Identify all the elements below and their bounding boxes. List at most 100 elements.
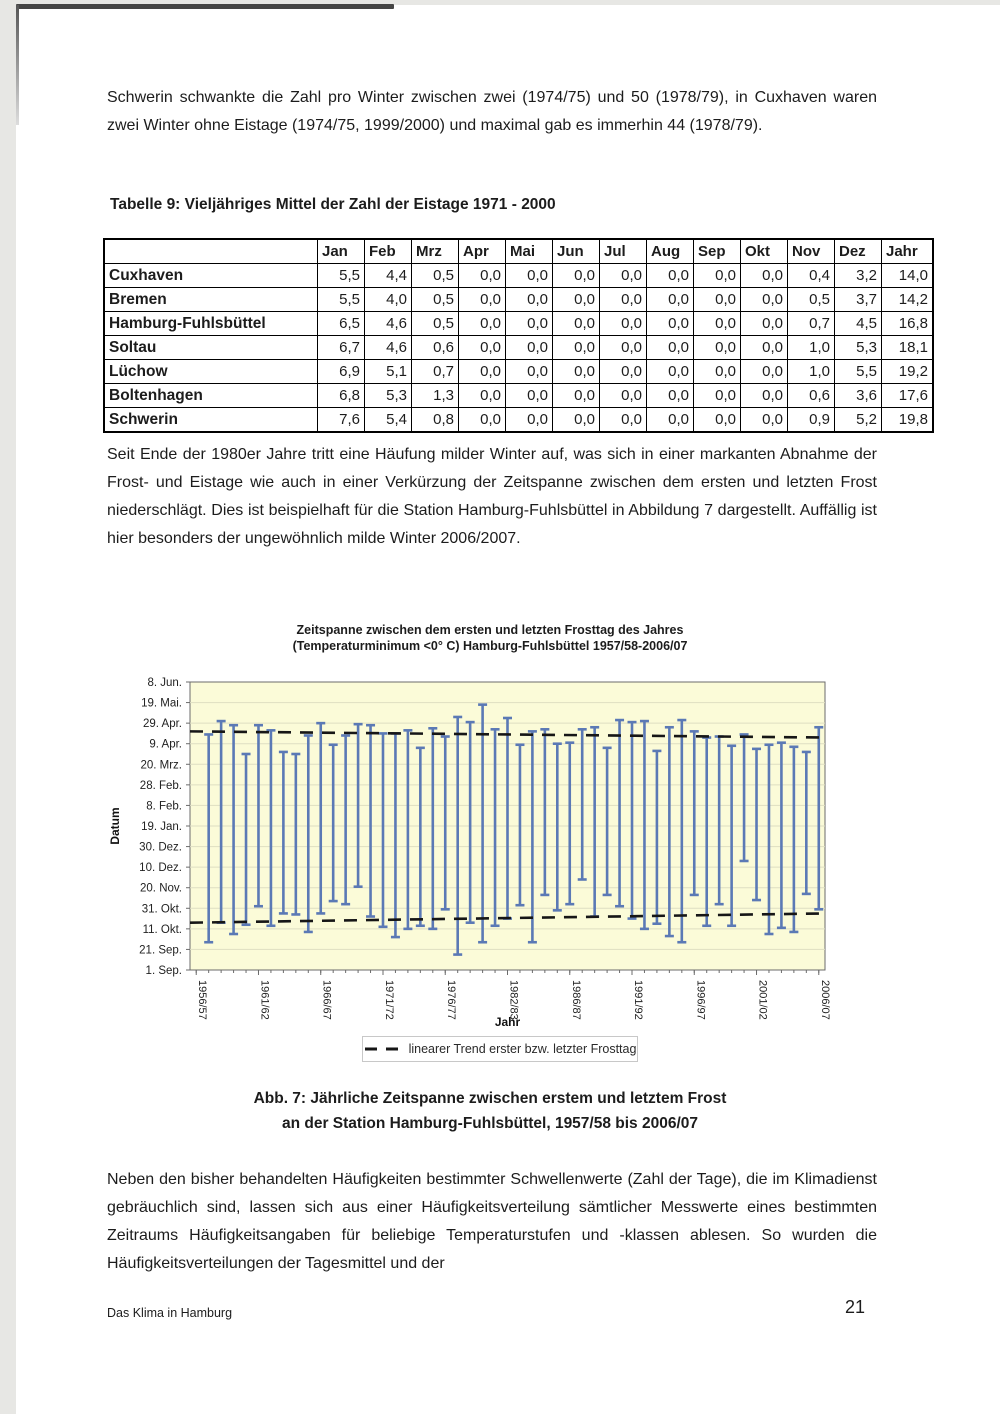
value-cell: 0,0: [505, 287, 553, 312]
y-tick-label: 20. Mrz.: [140, 759, 182, 771]
value-cell: 0,4: [787, 263, 835, 288]
value-cell: 5,3: [834, 335, 882, 360]
station-column-header: [103, 238, 318, 264]
chart-title-line1: Zeitspanne zwischen dem ersten und letzt…: [296, 623, 684, 637]
value-cell: 5,3: [364, 383, 412, 408]
value-cell: 0,0: [458, 263, 506, 288]
value-cell: 0,0: [693, 263, 741, 288]
x-tick-label: 1961/62: [258, 980, 270, 1020]
value-cell: 0,0: [505, 359, 553, 384]
paragraph-haeufigkeiten: Neben den bisher behandelten Häufigkeite…: [107, 1171, 877, 1272]
y-tick-label: 28. Feb.: [140, 780, 182, 792]
value-cell: 0,0: [505, 383, 553, 408]
y-axis-title: Datum: [108, 807, 122, 844]
column-header-mai: Mai: [505, 238, 553, 264]
value-cell: 0,5: [411, 263, 459, 288]
value-cell: 0,0: [458, 287, 506, 312]
y-tick-label: 31. Okt.: [142, 903, 182, 915]
page-number: 21: [845, 1297, 866, 1317]
value-cell: 0,0: [599, 383, 647, 408]
figure-caption: Abb. 7: Jährliche Zeitspanne zwischen er…: [108, 1086, 872, 1136]
value-cell: 5,4: [364, 407, 412, 433]
value-cell: 0,0: [693, 407, 741, 433]
chart-legend: linearer Trend erster bzw. letzter Frost…: [362, 1036, 638, 1062]
frost-span-chart: 8. Jun. 19. Mai. 29. Apr. 9. Apr. 20. Mrz. 28…: [95, 668, 855, 1030]
station-name: Lüchow: [103, 359, 318, 384]
column-header-jun: Jun: [552, 238, 600, 264]
scan-edge-artifact: [16, 5, 19, 125]
value-cell: 0,0: [740, 383, 788, 408]
value-cell: 5,5: [317, 287, 365, 312]
value-cell: 0,6: [411, 335, 459, 360]
value-cell: 17,6: [881, 383, 934, 408]
value-cell: 0,0: [599, 311, 647, 336]
column-header-mrz: Mrz: [411, 238, 459, 264]
figure-caption-line2: an der Station Hamburg-Fuhlsbüttel, 1957…: [281, 1115, 699, 1132]
y-tick-label: 21. Sep.: [139, 944, 182, 956]
value-cell: 0,9: [787, 407, 835, 433]
value-cell: 0,6: [787, 383, 835, 408]
column-header-feb: Feb: [364, 238, 412, 264]
value-cell: 0,0: [458, 311, 506, 336]
value-cell: 0,0: [646, 383, 694, 408]
value-cell: 0,0: [505, 311, 553, 336]
value-cell: 0,0: [693, 335, 741, 360]
trend-last-frost: [189, 730, 826, 739]
value-cell: 0,0: [458, 383, 506, 408]
value-cell: 16,8: [881, 311, 934, 336]
table-row: Lüchow 6,9 5,1 0,7 0,0 0,0 0,0 0,0 0,0 0,0 0,0 1,0 5…: [103, 359, 934, 384]
station-name: Hamburg-Fuhlsbüttel: [103, 311, 318, 336]
x-tick-label: 2001/02: [757, 980, 769, 1020]
value-cell: 0,0: [552, 335, 600, 360]
value-cell: 0,5: [411, 287, 459, 312]
value-cell: 19,8: [881, 407, 934, 433]
column-header-aug: Aug: [646, 238, 694, 264]
value-cell: 3,7: [834, 287, 882, 312]
value-cell: 0,8: [411, 407, 459, 433]
y-tick-label: 19. Jan.: [141, 821, 182, 833]
value-cell: 6,8: [317, 383, 365, 408]
table-row: Schwerin 7,6 5,4 0,8 0,0 0,0 0,0 0,0 0,0 0,0 0,0 0,…: [103, 407, 934, 433]
value-cell: 0,0: [458, 407, 506, 433]
column-header-jul: Jul: [599, 238, 647, 264]
value-cell: 0,0: [693, 359, 741, 384]
column-header-dez: Dez: [834, 238, 882, 264]
value-cell: 0,0: [458, 335, 506, 360]
value-cell: 0,0: [599, 335, 647, 360]
column-header-jahr: Jahr: [881, 238, 934, 264]
x-tick-label: 1966/67: [321, 980, 333, 1020]
value-cell: 4,6: [364, 311, 412, 336]
value-cell: 1,0: [787, 335, 835, 360]
table-row: Soltau 6,7 4,6 0,6 0,0 0,0 0,0 0,0 0,0 0,0 0,0 1,0 5…: [103, 335, 934, 360]
y-tick-label: 29. Apr.: [143, 718, 182, 730]
x-tick-label: 1982/83: [508, 980, 520, 1020]
table-title: Tabelle 9: Vieljähriges Mittel der Zahl …: [110, 196, 556, 213]
value-cell: 3,6: [834, 383, 882, 408]
value-cell: 14,2: [881, 287, 934, 312]
x-tick-label: 1976/77: [445, 980, 457, 1020]
value-cell: 1,3: [411, 383, 459, 408]
value-cell: 0,7: [411, 359, 459, 384]
table-row: Cuxhaven 5,5 4,4 0,5 0,0 0,0 0,0 0,0 0,0 0,0 0,0 0,…: [103, 263, 934, 288]
value-cell: 14,0: [881, 263, 934, 288]
value-cell: 19,2: [881, 359, 934, 384]
eistage-mittel-table: Jan Feb Mrz Apr Mai Jun Jul Aug Sep Okt Nov Dez Jahr…: [103, 238, 934, 433]
x-tick-label: 1956/57: [196, 980, 208, 1020]
x-tick-label: 1991/92: [632, 980, 644, 1020]
value-cell: 0,0: [552, 263, 600, 288]
value-cell: 0,0: [646, 407, 694, 433]
value-cell: 7,6: [317, 407, 365, 433]
value-cell: 0,0: [646, 311, 694, 336]
legend-label: linearer Trend erster bzw. letzter Frost…: [408, 1042, 637, 1056]
chart-title: Zeitspanne zwischen dem ersten und letzt…: [108, 622, 872, 654]
table-row: Boltenhagen 6,8 5,3 1,3 0,0 0,0 0,0 0,0 0,0 0,0 0,…: [103, 383, 934, 408]
value-cell: 0,0: [646, 287, 694, 312]
y-tick-label: 1. Sep.: [146, 965, 182, 977]
x-axis-title: Jahr: [495, 1015, 521, 1029]
footer-doc-title: Das Klima in Hamburg: [107, 1306, 233, 1320]
value-cell: 0,0: [599, 287, 647, 312]
value-cell: 0,0: [552, 383, 600, 408]
value-cell: 6,7: [317, 335, 365, 360]
value-cell: 0,0: [740, 335, 788, 360]
value-cell: 4,6: [364, 335, 412, 360]
